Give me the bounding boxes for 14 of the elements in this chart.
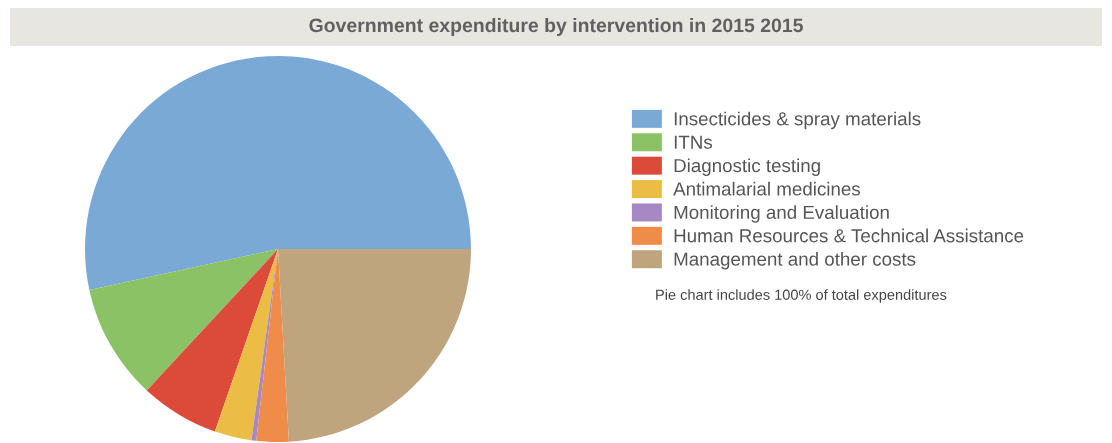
pie-slice xyxy=(278,249,471,442)
pie-slice xyxy=(89,249,278,391)
legend-label: Antimalarial medicines xyxy=(673,181,861,196)
pie-slice xyxy=(85,56,471,290)
legend-label: Monitoring and Evaluation xyxy=(674,205,889,223)
legend-label: Diagnostic testing xyxy=(674,158,820,176)
text: Pie chart includes 100% of total expenditures xyxy=(656,289,947,303)
legend-label: Human Resources & Technical Assistance xyxy=(674,228,1024,243)
legend-label: ITNs xyxy=(674,135,713,149)
pie-slice xyxy=(214,249,278,441)
chart-title: Government expenditure by intervention in 2015 2015 xyxy=(309,17,803,37)
pie-slice xyxy=(146,249,278,432)
legend-label: Insecticides & spray materials xyxy=(674,111,921,130)
legend-label: Management and other costs xyxy=(674,252,916,270)
